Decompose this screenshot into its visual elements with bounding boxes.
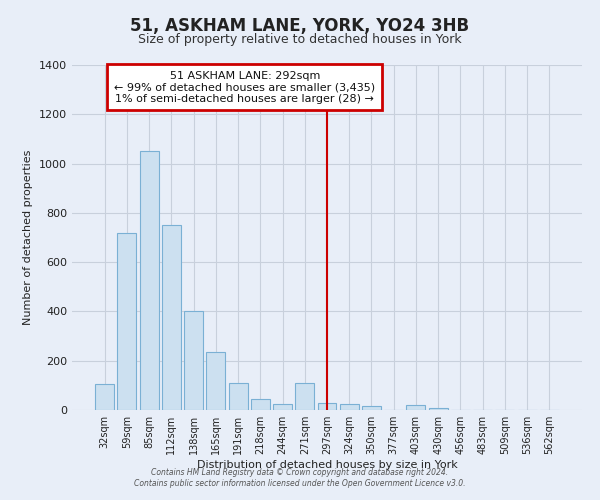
Bar xyxy=(340,404,359,410)
Text: Size of property relative to detached houses in York: Size of property relative to detached ho… xyxy=(138,32,462,46)
Bar xyxy=(95,384,114,410)
Text: 51, ASKHAM LANE, YORK, YO24 3HB: 51, ASKHAM LANE, YORK, YO24 3HB xyxy=(130,18,470,36)
Bar xyxy=(273,404,292,410)
X-axis label: Distribution of detached houses by size in York: Distribution of detached houses by size … xyxy=(197,460,457,470)
Bar xyxy=(295,383,314,410)
Bar xyxy=(118,232,136,410)
Bar xyxy=(317,402,337,410)
Y-axis label: Number of detached properties: Number of detached properties xyxy=(23,150,34,325)
Bar xyxy=(251,399,270,410)
Bar xyxy=(206,352,225,410)
Text: 51 ASKHAM LANE: 292sqm
← 99% of detached houses are smaller (3,435)
1% of semi-d: 51 ASKHAM LANE: 292sqm ← 99% of detached… xyxy=(114,70,375,104)
Bar xyxy=(229,383,248,410)
Text: Contains HM Land Registry data © Crown copyright and database right 2024.
Contai: Contains HM Land Registry data © Crown c… xyxy=(134,468,466,487)
Bar xyxy=(162,225,181,410)
Bar xyxy=(184,312,203,410)
Bar xyxy=(406,405,425,410)
Bar xyxy=(429,408,448,410)
Bar xyxy=(362,406,381,410)
Bar xyxy=(140,152,158,410)
